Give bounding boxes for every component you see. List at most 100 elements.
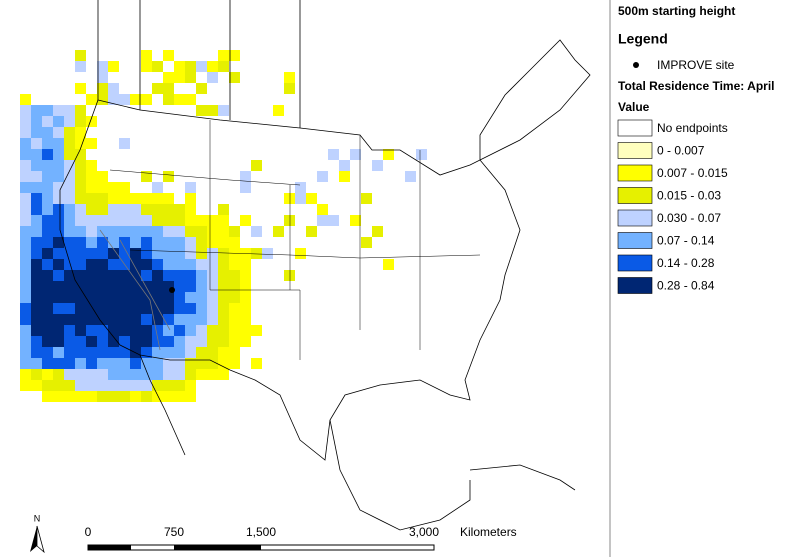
grid-cell — [130, 281, 141, 292]
grid-cell — [42, 204, 53, 215]
grid-cell — [97, 72, 108, 83]
grid-cell — [218, 259, 229, 270]
grid-cell — [163, 215, 174, 226]
grid-cell — [174, 292, 185, 303]
grid-cell — [97, 347, 108, 358]
grid-cell — [218, 50, 229, 61]
grid-cell — [152, 237, 163, 248]
grid-cell — [361, 193, 372, 204]
grid-cell — [196, 215, 207, 226]
grid-cell — [141, 303, 152, 314]
grid-cell — [64, 358, 75, 369]
grid-cell — [141, 61, 152, 72]
residence-grid — [20, 50, 427, 402]
grid-cell — [372, 160, 383, 171]
grid-cell — [75, 160, 86, 171]
grid-cell — [31, 248, 42, 259]
grid-cell — [31, 281, 42, 292]
grid-cell — [97, 182, 108, 193]
grid-cell — [20, 116, 31, 127]
grid-cell — [416, 149, 427, 160]
grid-cell — [75, 336, 86, 347]
map-title: 500m starting height — [618, 4, 735, 18]
grid-cell — [185, 391, 196, 402]
grid-cell — [108, 94, 119, 105]
grid-cell — [20, 303, 31, 314]
legend-label: 0 - 0.007 — [657, 144, 705, 158]
grid-cell — [86, 259, 97, 270]
grid-cell — [31, 303, 42, 314]
grid-cell — [64, 259, 75, 270]
grid-cell — [339, 160, 350, 171]
grid-cell — [42, 259, 53, 270]
grid-cell — [163, 259, 174, 270]
grid-cell — [229, 347, 240, 358]
grid-cell — [317, 171, 328, 182]
grid-cell — [218, 336, 229, 347]
grid-cell — [152, 215, 163, 226]
grid-cell — [141, 347, 152, 358]
grid-cell — [119, 336, 130, 347]
grid-cell — [97, 226, 108, 237]
state-lines — [109, 120, 481, 360]
grid-cell — [108, 61, 119, 72]
grid-cell — [64, 171, 75, 182]
grid-cell — [196, 105, 207, 116]
grid-cell — [240, 171, 251, 182]
grid-cell — [108, 303, 119, 314]
grid-cell — [174, 248, 185, 259]
grid-cell — [295, 182, 306, 193]
grid-cell — [31, 369, 42, 380]
grid-cell — [108, 336, 119, 347]
grid-cell — [119, 94, 130, 105]
grid-cell — [152, 380, 163, 391]
grid-cell — [152, 358, 163, 369]
grid-cell — [163, 270, 174, 281]
grid-cell — [31, 226, 42, 237]
grid-cell — [185, 72, 196, 83]
grid-cell — [328, 215, 339, 226]
grid-cell — [31, 292, 42, 303]
grid-cell — [405, 171, 416, 182]
grid-cell — [20, 226, 31, 237]
grid-cell — [229, 292, 240, 303]
grid-cell — [152, 248, 163, 259]
grid-cell — [86, 358, 97, 369]
grid-cell — [20, 193, 31, 204]
grid-cell — [20, 94, 31, 105]
grid-cell — [42, 391, 53, 402]
grid-cell — [196, 314, 207, 325]
grid-cell — [108, 182, 119, 193]
grid-cell — [152, 259, 163, 270]
grid-cell — [185, 193, 196, 204]
grid-cell — [53, 336, 64, 347]
baja — [139, 354, 186, 456]
grid-cell — [119, 380, 130, 391]
grid-cell — [20, 160, 31, 171]
grid-cell — [196, 83, 207, 94]
grid-cell — [75, 193, 86, 204]
grid-cell — [163, 83, 174, 94]
grid-cell — [251, 160, 262, 171]
grid-cell — [207, 105, 218, 116]
grid-cell — [53, 281, 64, 292]
grid-cell — [229, 325, 240, 336]
grid-cell — [97, 61, 108, 72]
grid-cell — [174, 61, 185, 72]
grid-cell — [75, 347, 86, 358]
grid-cell — [64, 281, 75, 292]
grid-cell — [86, 336, 97, 347]
grid-cell — [53, 314, 64, 325]
grid-cell — [152, 270, 163, 281]
grid-cell — [31, 215, 42, 226]
grid-cell — [108, 369, 119, 380]
scale-bar: 0 750 1,500 3,000 Kilometers — [85, 525, 517, 551]
grid-cell — [306, 226, 317, 237]
grid-cell — [229, 226, 240, 237]
grid-cell — [20, 259, 31, 270]
grid-cell — [185, 369, 196, 380]
grid-cell — [152, 325, 163, 336]
grid-cell — [174, 391, 185, 402]
grid-cell — [174, 226, 185, 237]
grid-cell — [218, 105, 229, 116]
